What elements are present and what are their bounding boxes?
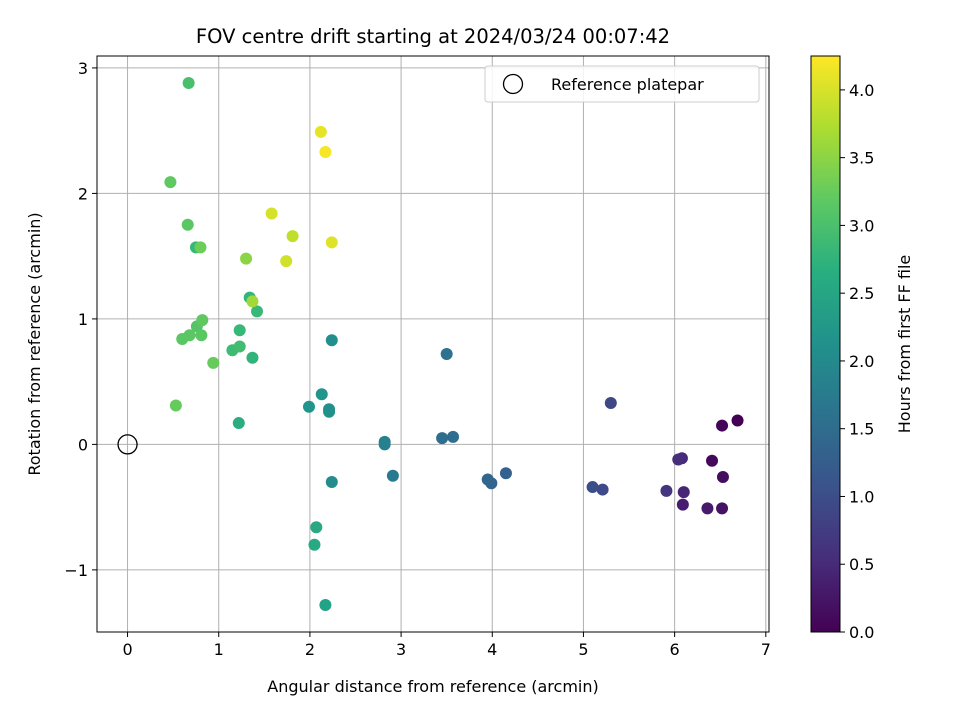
- data-point: [701, 502, 714, 515]
- colorbar-label: Hours from first FF file: [895, 255, 914, 434]
- data-point: [181, 218, 194, 231]
- data-point: [314, 125, 327, 138]
- data-point: [672, 453, 685, 466]
- data-point: [596, 483, 609, 496]
- data-point: [325, 236, 338, 249]
- y-axis-ticks: −1 0 1 2 3: [64, 59, 97, 580]
- colorbar-gradient: [810, 55, 841, 633]
- data-point: [195, 329, 208, 342]
- plot-frame: [96, 55, 770, 633]
- data-point: [302, 400, 315, 413]
- data-point: [325, 476, 338, 489]
- data-point: [378, 435, 391, 448]
- y-tick-label: −1: [64, 561, 88, 580]
- data-point: [233, 324, 246, 337]
- legend-marker: [502, 73, 524, 95]
- colorbar-tick-label: 1.5: [849, 420, 874, 439]
- data-point: [246, 295, 259, 308]
- data-point: [386, 469, 399, 482]
- data-point: [677, 486, 690, 499]
- data-point: [246, 351, 259, 364]
- chart-title: FOV centre drift starting at 2024/03/24 …: [196, 25, 670, 48]
- colorbar-tick-label: 3.5: [849, 149, 874, 168]
- data-point: [196, 314, 209, 327]
- x-tick-label: 6: [670, 640, 680, 659]
- data-point: [169, 399, 182, 412]
- x-tick-label: 1: [214, 640, 224, 659]
- data-point: [182, 76, 195, 89]
- x-axis-label: Angular distance from reference (arcmin): [267, 677, 598, 696]
- colorbar-tick-label: 1.0: [849, 487, 874, 506]
- reference-marker: [117, 434, 138, 455]
- colorbar-tick-label: 2.5: [849, 284, 874, 303]
- data-point: [207, 356, 220, 369]
- data-point: [604, 396, 617, 409]
- data-point: [232, 417, 245, 430]
- legend: Reference platepar: [484, 65, 760, 103]
- data-point: [286, 230, 299, 243]
- x-tick-label: 7: [761, 640, 771, 659]
- data-point: [233, 340, 246, 353]
- x-tick-label: 2: [305, 640, 315, 659]
- x-tick-label: 4: [487, 640, 497, 659]
- data-point: [660, 484, 673, 497]
- data-point: [319, 599, 332, 612]
- colorbar-tick-label: 4.0: [849, 81, 874, 100]
- data-point: [436, 432, 449, 445]
- y-tick-label: 0: [78, 435, 88, 454]
- y-tick-label: 1: [78, 310, 88, 329]
- legend-entry-label: Reference platepar: [551, 75, 704, 94]
- x-tick-label: 3: [396, 640, 406, 659]
- data-point: [251, 305, 264, 318]
- data-point: [308, 538, 321, 551]
- data-point: [194, 241, 207, 254]
- colorbar-tick-label: 0.5: [849, 555, 874, 574]
- colorbar-tick-label: 0.0: [849, 623, 874, 642]
- data-point: [315, 388, 328, 401]
- data-points: [117, 76, 744, 612]
- data-point: [265, 207, 278, 220]
- data-point: [240, 252, 253, 265]
- data-point: [716, 471, 729, 484]
- data-point: [706, 454, 719, 467]
- data-point: [280, 255, 293, 268]
- data-point: [447, 430, 460, 443]
- legend-box: [484, 65, 760, 103]
- colorbar: 0.0 0.5 1.0 1.5 2.0 2.5 3.0 3.5 4.0 Hours from f…: [810, 55, 914, 642]
- data-point: [481, 473, 494, 486]
- data-point: [325, 334, 338, 347]
- data-point: [676, 498, 689, 511]
- data-point: [319, 146, 332, 158]
- grid-lines: [97, 56, 769, 632]
- colorbar-tick-label: 2.0: [849, 352, 874, 371]
- x-axis-ticks: 0 1 2 3 4 5 6 7: [122, 632, 771, 659]
- data-point: [586, 481, 599, 494]
- data-point: [183, 329, 196, 342]
- data-point: [164, 176, 177, 189]
- data-point: [716, 502, 729, 515]
- data-point: [310, 521, 323, 534]
- x-tick-label: 5: [578, 640, 588, 659]
- data-point: [323, 403, 336, 416]
- colorbar-ticks: 0.0 0.5 1.0 1.5 2.0 2.5 3.0 3.5 4.0: [840, 81, 874, 642]
- colorbar-tick-label: 3.0: [849, 216, 874, 235]
- x-tick-label: 0: [122, 640, 132, 659]
- data-point: [440, 348, 453, 361]
- data-point: [499, 467, 512, 480]
- y-tick-label: 2: [78, 184, 88, 203]
- data-point: [731, 414, 744, 427]
- y-axis-label: Rotation from reference (arcmin): [25, 212, 44, 475]
- data-point: [716, 419, 729, 432]
- y-tick-label: 3: [78, 59, 88, 78]
